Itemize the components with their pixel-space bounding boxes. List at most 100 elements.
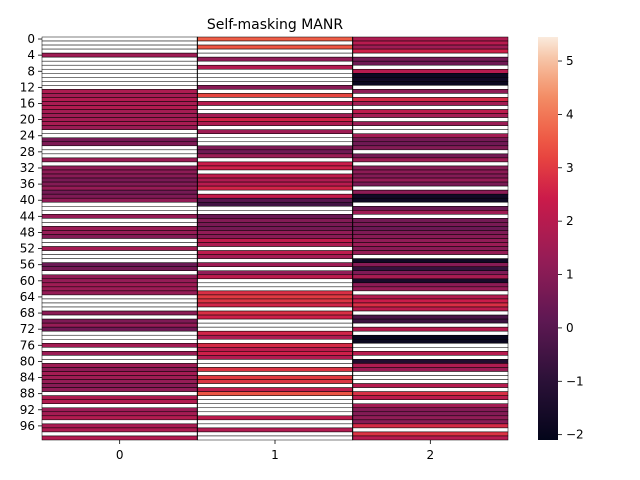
heatmap-cell (352, 314, 509, 320)
heatmap-cell (197, 274, 353, 280)
heatmap-cell (197, 318, 353, 324)
heatmap-cell (352, 117, 509, 122)
heatmap-cell (352, 206, 509, 211)
y-tick-label: 4 (27, 48, 35, 62)
y-tick-label: 52 (20, 242, 35, 256)
heatmap-cell (41, 101, 198, 106)
heatmap-cell (41, 302, 198, 308)
heatmap-cell (41, 113, 198, 118)
heatmap-cell (41, 411, 198, 417)
heatmap-cell (41, 121, 198, 126)
heatmap-cell (352, 101, 509, 106)
heatmap-cell (352, 383, 509, 388)
heatmap-cell (41, 234, 198, 239)
heatmap-cell (197, 302, 353, 308)
heatmap-cell (41, 403, 198, 409)
heatmap-cell (41, 117, 198, 122)
heatmap-cell (352, 149, 509, 155)
heatmap-cell (197, 282, 353, 288)
heatmap-cell (197, 64, 353, 70)
heatmap-cell (352, 407, 509, 413)
heatmap-cell (352, 121, 509, 126)
heatmap-cell (352, 326, 509, 332)
heatmap-cell (41, 40, 198, 46)
heatmap-cell (197, 254, 353, 259)
heatmap-cell (41, 145, 198, 151)
heatmap-cell (352, 310, 509, 316)
heatmap-cell (41, 371, 198, 376)
heatmap-cell (197, 173, 353, 179)
heatmap-cell (197, 314, 353, 320)
heatmap-cell (197, 234, 353, 239)
heatmap-cell (197, 60, 353, 66)
heatmap-cell (352, 375, 509, 380)
heatmap-cell (41, 258, 198, 263)
heatmap-cell (352, 242, 509, 247)
heatmap-cell (41, 85, 198, 90)
heatmap-cell (197, 427, 353, 433)
heatmap-cell (352, 77, 509, 82)
heatmap-cell (41, 97, 198, 102)
heatmap-cell (352, 238, 509, 243)
x-tick-label: 1 (271, 448, 279, 462)
heatmap-cell (197, 407, 353, 413)
y-tick-label: 60 (20, 274, 35, 288)
heatmap-cell (197, 222, 353, 227)
heatmap-cell (197, 141, 353, 147)
heatmap-cell (197, 391, 353, 396)
heatmap-cell (197, 387, 353, 392)
heatmap-cell (352, 56, 509, 62)
x-axis: 0 1 2 (116, 440, 434, 462)
y-tick-label: 28 (20, 145, 35, 159)
heatmap-cell (352, 306, 509, 312)
heatmap-cell (197, 403, 353, 409)
heatmap-cell (352, 274, 509, 280)
heatmap-cell (41, 266, 198, 271)
heatmap-cell (197, 343, 353, 348)
heatmap-cell (197, 68, 353, 74)
heatmap-cell (352, 270, 509, 276)
heatmap-cell (352, 395, 509, 400)
heatmap-cell (197, 351, 353, 356)
heatmap-cell (352, 40, 509, 46)
heatmap-cell (352, 133, 509, 139)
heatmap-cell (41, 161, 198, 167)
heatmap-cell (197, 197, 353, 203)
heatmap-cell (41, 44, 198, 50)
heatmap-cell (352, 387, 509, 392)
heatmap-cell (41, 359, 198, 364)
heatmap-cell (352, 423, 509, 429)
heatmap-cell (197, 230, 353, 235)
heatmap-cell (197, 89, 353, 94)
heatmap-cell (352, 359, 509, 364)
colorbar-tick-label: 4 (566, 107, 574, 121)
heatmap-cell (197, 105, 353, 110)
heatmap-cell (197, 246, 353, 251)
heatmap-cell (352, 197, 509, 203)
heatmap-cell (197, 310, 353, 316)
heatmap-cell (352, 60, 509, 66)
heatmap-cell (197, 149, 353, 155)
heatmap-cell (197, 44, 353, 50)
heatmap-cell (41, 395, 198, 400)
y-tick-label: 48 (20, 225, 35, 239)
y-tick-label: 72 (20, 322, 35, 336)
heatmap-cell (197, 109, 353, 114)
heatmap-cell (197, 77, 353, 82)
heatmap-cell (41, 379, 198, 384)
heatmap-cell (197, 322, 353, 328)
heatmap-cell (197, 363, 353, 368)
y-tick-label: 84 (20, 371, 35, 385)
heatmap-cell (197, 270, 353, 276)
colorbar-tick-label: −2 (566, 428, 584, 442)
heatmap-cell (352, 52, 509, 58)
heatmap-cell (41, 181, 198, 187)
heatmap-cell (352, 246, 509, 251)
colorbar-tick-label: 5 (566, 54, 574, 68)
heatmap-cell (197, 359, 353, 364)
y-tick-label: 96 (20, 419, 35, 433)
heatmap-cell (352, 419, 509, 425)
heatmap-cell (197, 214, 353, 219)
heatmap-cell (41, 206, 198, 211)
